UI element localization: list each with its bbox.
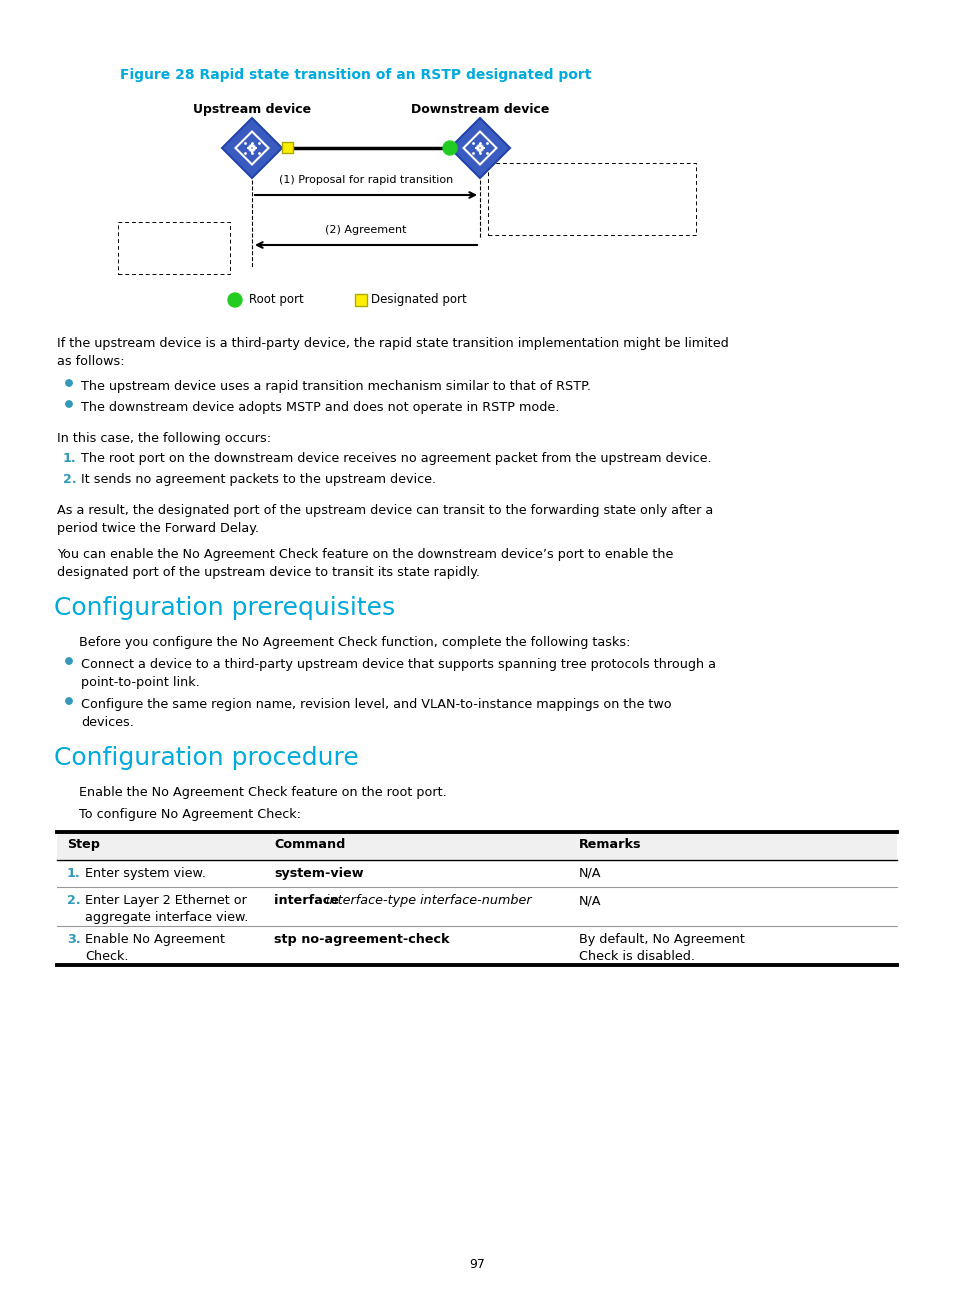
Text: 97: 97 [469,1258,484,1271]
FancyBboxPatch shape [57,833,896,859]
Text: The designated
port changes to the
forwarding state.: The designated port changes to the forwa… [122,226,220,263]
Text: If the upstream device is a third-party device, the rapid state transition imple: If the upstream device is a third-party … [57,337,728,368]
Text: Remarks: Remarks [578,839,640,851]
Text: 2.: 2. [63,473,76,486]
Text: N/A: N/A [578,867,601,880]
Text: (2) Agreement: (2) Agreement [325,226,406,235]
Text: interface: interface [274,894,343,907]
Text: As a result, the designated port of the upstream device can transit to the forwa: As a result, the designated port of the … [57,504,713,535]
Text: To configure No Agreement Check:: To configure No Agreement Check: [79,807,301,820]
Text: The downstream device adopts MSTP and does not operate in RSTP mode.: The downstream device adopts MSTP and do… [81,400,558,413]
Text: Root port: Root port [249,293,303,306]
Text: Figure 28 Rapid state transition of an RSTP designated port: Figure 28 Rapid state transition of an R… [120,67,591,82]
Text: Upstream device: Upstream device [193,102,311,117]
Text: By default, No Agreement
Check is disabled.: By default, No Agreement Check is disabl… [578,933,744,963]
Circle shape [66,400,72,407]
Text: interface-type interface-number: interface-type interface-number [326,894,531,907]
Circle shape [66,697,72,704]
Text: The root port on the downstream device receives no agreement packet from the ups: The root port on the downstream device r… [81,452,711,465]
Circle shape [66,658,72,665]
Text: Configuration prerequisites: Configuration prerequisites [54,596,395,619]
Polygon shape [222,118,282,178]
Text: system-view: system-view [274,867,363,880]
Text: The upstream device uses a rapid transition mechanism similar to that of RSTP.: The upstream device uses a rapid transit… [81,380,590,393]
Circle shape [66,380,72,386]
Text: 1.: 1. [67,867,81,880]
Text: Enter system view.: Enter system view. [85,867,206,880]
Text: stp no-agreement-check: stp no-agreement-check [274,933,449,946]
FancyBboxPatch shape [488,163,696,235]
Text: Configure the same region name, revision level, and VLAN-to-instance mappings on: Configure the same region name, revision… [81,699,671,728]
Text: Connect a device to a third-party upstream device that supports spanning tree pr: Connect a device to a third-party upstre… [81,658,716,689]
Text: Designated port: Designated port [371,293,466,306]
Text: Command: Command [274,839,345,851]
Polygon shape [450,118,510,178]
Bar [282,143,293,153]
Text: Configuration procedure: Configuration procedure [54,746,358,770]
Text: (1) Proposal for rapid transition: (1) Proposal for rapid transition [278,175,453,185]
Circle shape [228,293,242,307]
Text: 2.: 2. [67,894,81,907]
Bar [355,294,367,306]
Polygon shape [463,131,496,165]
Text: 3.: 3. [67,933,81,946]
Text: N/A: N/A [578,894,601,907]
Polygon shape [235,131,268,165]
Text: In this case, the following occurs:: In this case, the following occurs: [57,432,271,445]
Text: Downstream device: Downstream device [411,102,549,117]
Text: You can enable the No Agreement Check feature on the downstream device’s port to: You can enable the No Agreement Check fe… [57,548,673,579]
Text: Before you configure the No Agreement Check function, complete the following tas: Before you configure the No Agreement Ch… [79,636,630,649]
Text: Enter Layer 2 Ethernet or
aggregate interface view.: Enter Layer 2 Ethernet or aggregate inte… [85,894,248,924]
Text: Step: Step [67,839,100,851]
Circle shape [442,141,456,156]
Text: The root port blocks non-edge
ports, changes to the forwarding
state, and sends : The root port blocks non-edge ports, cha… [493,168,662,219]
FancyBboxPatch shape [118,222,230,273]
Text: Enable No Agreement
Check.: Enable No Agreement Check. [85,933,225,963]
Text: 1.: 1. [63,452,76,465]
Text: Enable the No Agreement Check feature on the root port.: Enable the No Agreement Check feature on… [79,785,446,800]
Text: It sends no agreement packets to the upstream device.: It sends no agreement packets to the ups… [81,473,436,486]
